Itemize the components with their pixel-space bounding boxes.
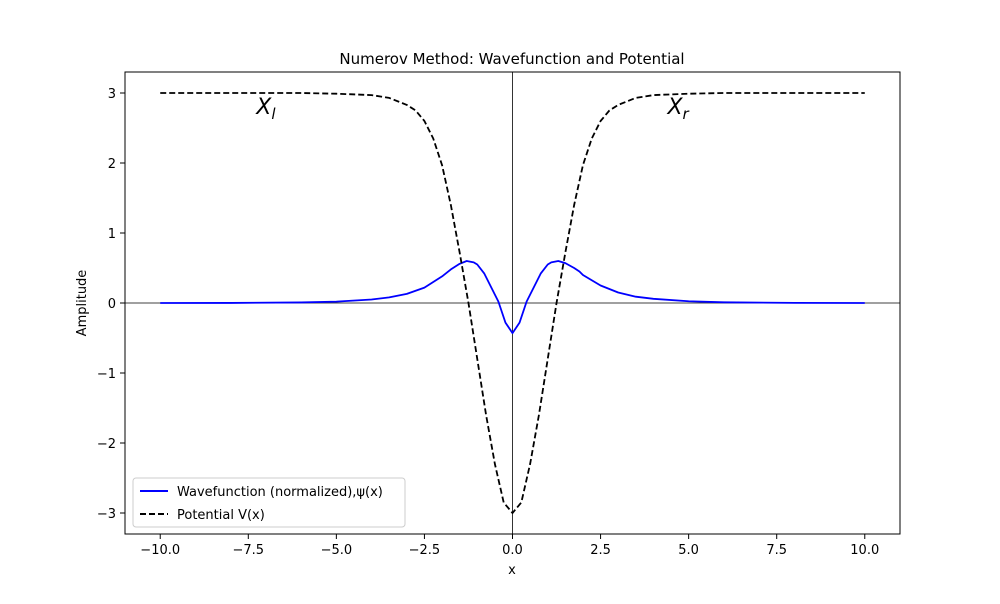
series-line-wavefunction [160, 260, 865, 335]
x-tick-label: 5.0 [678, 543, 699, 558]
plot-area [125, 72, 900, 534]
chart-title: Numerov Method: Wavefunction and Potenti… [339, 50, 684, 68]
x-tick-label: −5.0 [321, 543, 353, 558]
legend-label-potential: Potential V(x) [177, 508, 265, 523]
y-tick-label: 3 [108, 87, 116, 102]
x-axis-label: x [508, 563, 516, 578]
legend-label-wavefunction: Wavefunction (normalized),ψ(x) [177, 485, 383, 500]
y-axis-label: Amplitude [75, 270, 90, 337]
annotation-xl: Xl [255, 95, 276, 123]
x-tick-label: −2.5 [409, 543, 441, 558]
y-tick-label: −2 [97, 437, 116, 452]
x-axis: −10.0 −7.5 −5.0 −2.5 0.0 2.5 5.0 7.5 10.0 [140, 534, 879, 558]
x-tick-label: 7.5 [766, 543, 787, 558]
legend-box [132, 477, 406, 528]
series-line-potential [160, 92, 865, 514]
x-tick-label: 2.5 [590, 543, 611, 558]
y-tick-label: 1 [108, 227, 116, 242]
y-tick-label: 0 [108, 297, 116, 312]
x-tick-label: −10.0 [140, 543, 180, 558]
x-tick-label: −7.5 [233, 543, 265, 558]
x-tick-label: 10.0 [850, 543, 879, 558]
x-tick-label: 0.0 [502, 543, 523, 558]
y-tick-label: −3 [97, 507, 116, 522]
legend: Wavefunction (normalized),ψ(x) Potential… [132, 477, 406, 528]
y-tick-label: −1 [97, 367, 116, 382]
y-axis: −3 −2 −1 0 1 2 3 [97, 87, 125, 522]
y-tick-label: 2 [108, 157, 116, 172]
